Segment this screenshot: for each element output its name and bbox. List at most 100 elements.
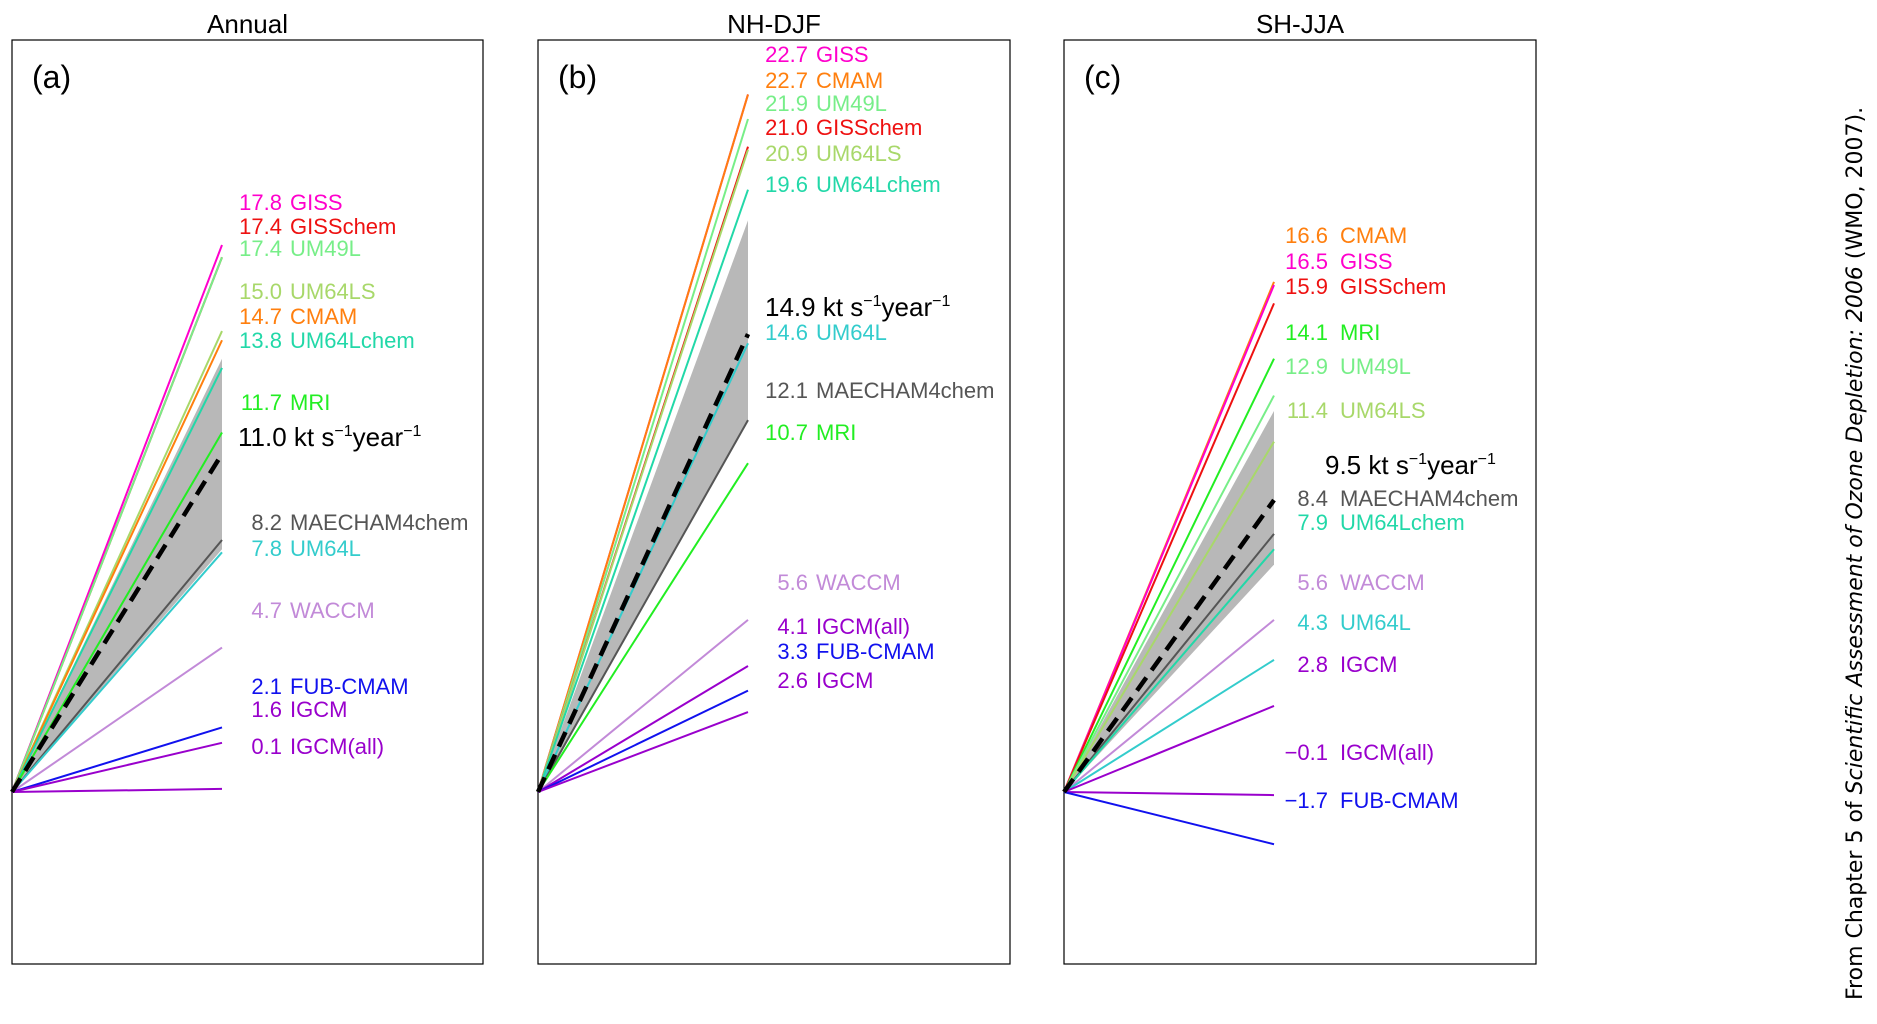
trend-line-um49l <box>537 118 749 793</box>
value-label: 16.6 <box>1285 223 1328 248</box>
trend-line-igcm <box>11 741 223 793</box>
trend-line-igcm <box>1063 705 1275 793</box>
value-label: −1.7 <box>1285 788 1328 813</box>
value-label: 2.6 <box>777 668 808 693</box>
trend-line-um64l <box>11 551 223 793</box>
uncertainty-band <box>538 220 748 793</box>
trend-line-um64lchem <box>1063 548 1275 793</box>
trend-line-igcm-all- <box>1063 791 1275 797</box>
value-label: 22.7 <box>765 42 808 67</box>
trend-line-waccm <box>11 646 223 793</box>
value-label: 17.8 <box>239 190 282 215</box>
trend-line-igcm-all- <box>537 665 749 793</box>
value-label: 19.6 <box>765 172 808 197</box>
value-label: 22.7 <box>765 68 808 93</box>
value-label: 14.1 <box>1285 320 1328 345</box>
value-label: 21.0 <box>765 115 808 140</box>
trend-line-um49l <box>1063 395 1275 793</box>
trend-line-maecham4chem <box>1063 533 1275 793</box>
series-label: UM49L <box>290 236 361 261</box>
value-label: 17.4 <box>239 236 282 261</box>
trend-line-um64ls <box>537 149 749 793</box>
series-label: CMAM <box>290 304 357 329</box>
trend-line-fub-cmam <box>537 689 749 793</box>
series-label: WACCM <box>1340 570 1425 595</box>
trend-line-waccm <box>1063 619 1275 793</box>
value-label: 5.6 <box>1297 570 1328 595</box>
uncertainty-band <box>1064 410 1274 792</box>
series-label: MAECHAM4chem <box>816 378 994 403</box>
value-label: 16.5 <box>1285 249 1328 274</box>
value-label: 17.4 <box>239 214 282 239</box>
value-label: 12.9 <box>1285 354 1328 379</box>
series-label: GISSchem <box>816 115 922 140</box>
trend-line-igcm <box>537 711 749 793</box>
multi-model-mean-line <box>535 333 751 793</box>
value-label: 21.9 <box>765 91 808 116</box>
series-label: IGCM(all) <box>816 614 910 639</box>
series-label: UM64Lchem <box>290 328 415 353</box>
series-label: UM64Lchem <box>816 172 941 197</box>
series-label: WACCM <box>816 570 901 595</box>
panel-2: NH-DJF (b) 22.7 GISS 22.7 CMAM 21.9 UM49L 21.0 GI… <box>535 9 1011 965</box>
value-label: 13.8 <box>239 328 282 353</box>
value-label: 7.8 <box>251 536 282 561</box>
value-label: 11.4 <box>1287 398 1328 423</box>
trend-line-maecham4chem <box>11 539 223 793</box>
panel-label: (b) <box>558 59 597 95</box>
trend-line-fub-cmam <box>11 726 223 793</box>
series-label: FUB-CMAM <box>290 674 409 699</box>
panel-frame <box>11 39 484 965</box>
trend-line-giss <box>1063 284 1275 793</box>
mean-trend-label: 11.0 kt s−1year−1 <box>238 422 422 452</box>
panel-frame <box>537 39 1011 965</box>
series-label: MRI <box>1340 320 1380 345</box>
value-label: 3.3 <box>777 639 808 664</box>
trend-line-mri <box>11 431 223 793</box>
trend-line-um64lchem <box>537 189 749 793</box>
trend-line-cmam <box>11 339 223 793</box>
series-label: UM64L <box>816 320 887 345</box>
panel-label: (c) <box>1084 59 1121 95</box>
series-label: MRI <box>816 420 856 445</box>
multi-model-mean-line <box>1062 498 1276 794</box>
value-label: 1.6 <box>251 697 282 722</box>
series-label: MAECHAM4chem <box>290 510 468 535</box>
trend-line-mri <box>537 462 749 793</box>
value-label: 0.1 <box>251 734 282 759</box>
value-label: 8.4 <box>1297 486 1328 511</box>
panel-3: SH-JJA (c) 16.6 CMAM 16.5 GISS 15.9 GISSchem 14.… <box>1062 9 1537 965</box>
trend-line-mri <box>1063 358 1275 793</box>
trend-line-maecham4chem <box>537 419 749 793</box>
panel-label: (a) <box>32 59 71 95</box>
value-label: 12.1 <box>765 378 808 403</box>
value-label: 15.9 <box>1285 274 1328 299</box>
uncertainty-band <box>12 358 222 792</box>
value-label: 4.3 <box>1297 610 1328 635</box>
trend-line-um64ls <box>1063 441 1275 793</box>
value-label: 7.9 <box>1297 510 1328 535</box>
trend-line-cmam <box>537 94 749 793</box>
mean-trend-label: 9.5 kt s−1year−1 <box>1325 450 1496 480</box>
series-label: UM49L <box>816 91 887 116</box>
trend-line-gisschem <box>1063 302 1275 793</box>
value-label: 2.1 <box>251 674 282 699</box>
panel-title: NH-DJF <box>727 9 821 39</box>
series-label: IGCM(all) <box>290 734 384 759</box>
series-label: MAECHAM4chem <box>1340 486 1518 511</box>
series-label: UM64LS <box>816 141 902 166</box>
trend-line-fub-cmam <box>1063 791 1275 846</box>
series-label: IGCM <box>1340 652 1397 677</box>
multi-model-mean-line <box>10 452 224 794</box>
source-credit: From Chapter 5 of Scientific Assessment … <box>1843 107 1868 1000</box>
series-label: GISS <box>816 42 869 67</box>
value-label: 10.7 <box>765 420 808 445</box>
value-label: 5.6 <box>777 570 808 595</box>
trend-line-um64lchem <box>11 367 223 793</box>
series-label: FUB-CMAM <box>816 639 935 664</box>
series-label: UM64L <box>290 536 361 561</box>
panel-title: SH-JJA <box>1256 9 1345 39</box>
value-label: 8.2 <box>251 510 282 535</box>
series-label: CMAM <box>1340 223 1407 248</box>
